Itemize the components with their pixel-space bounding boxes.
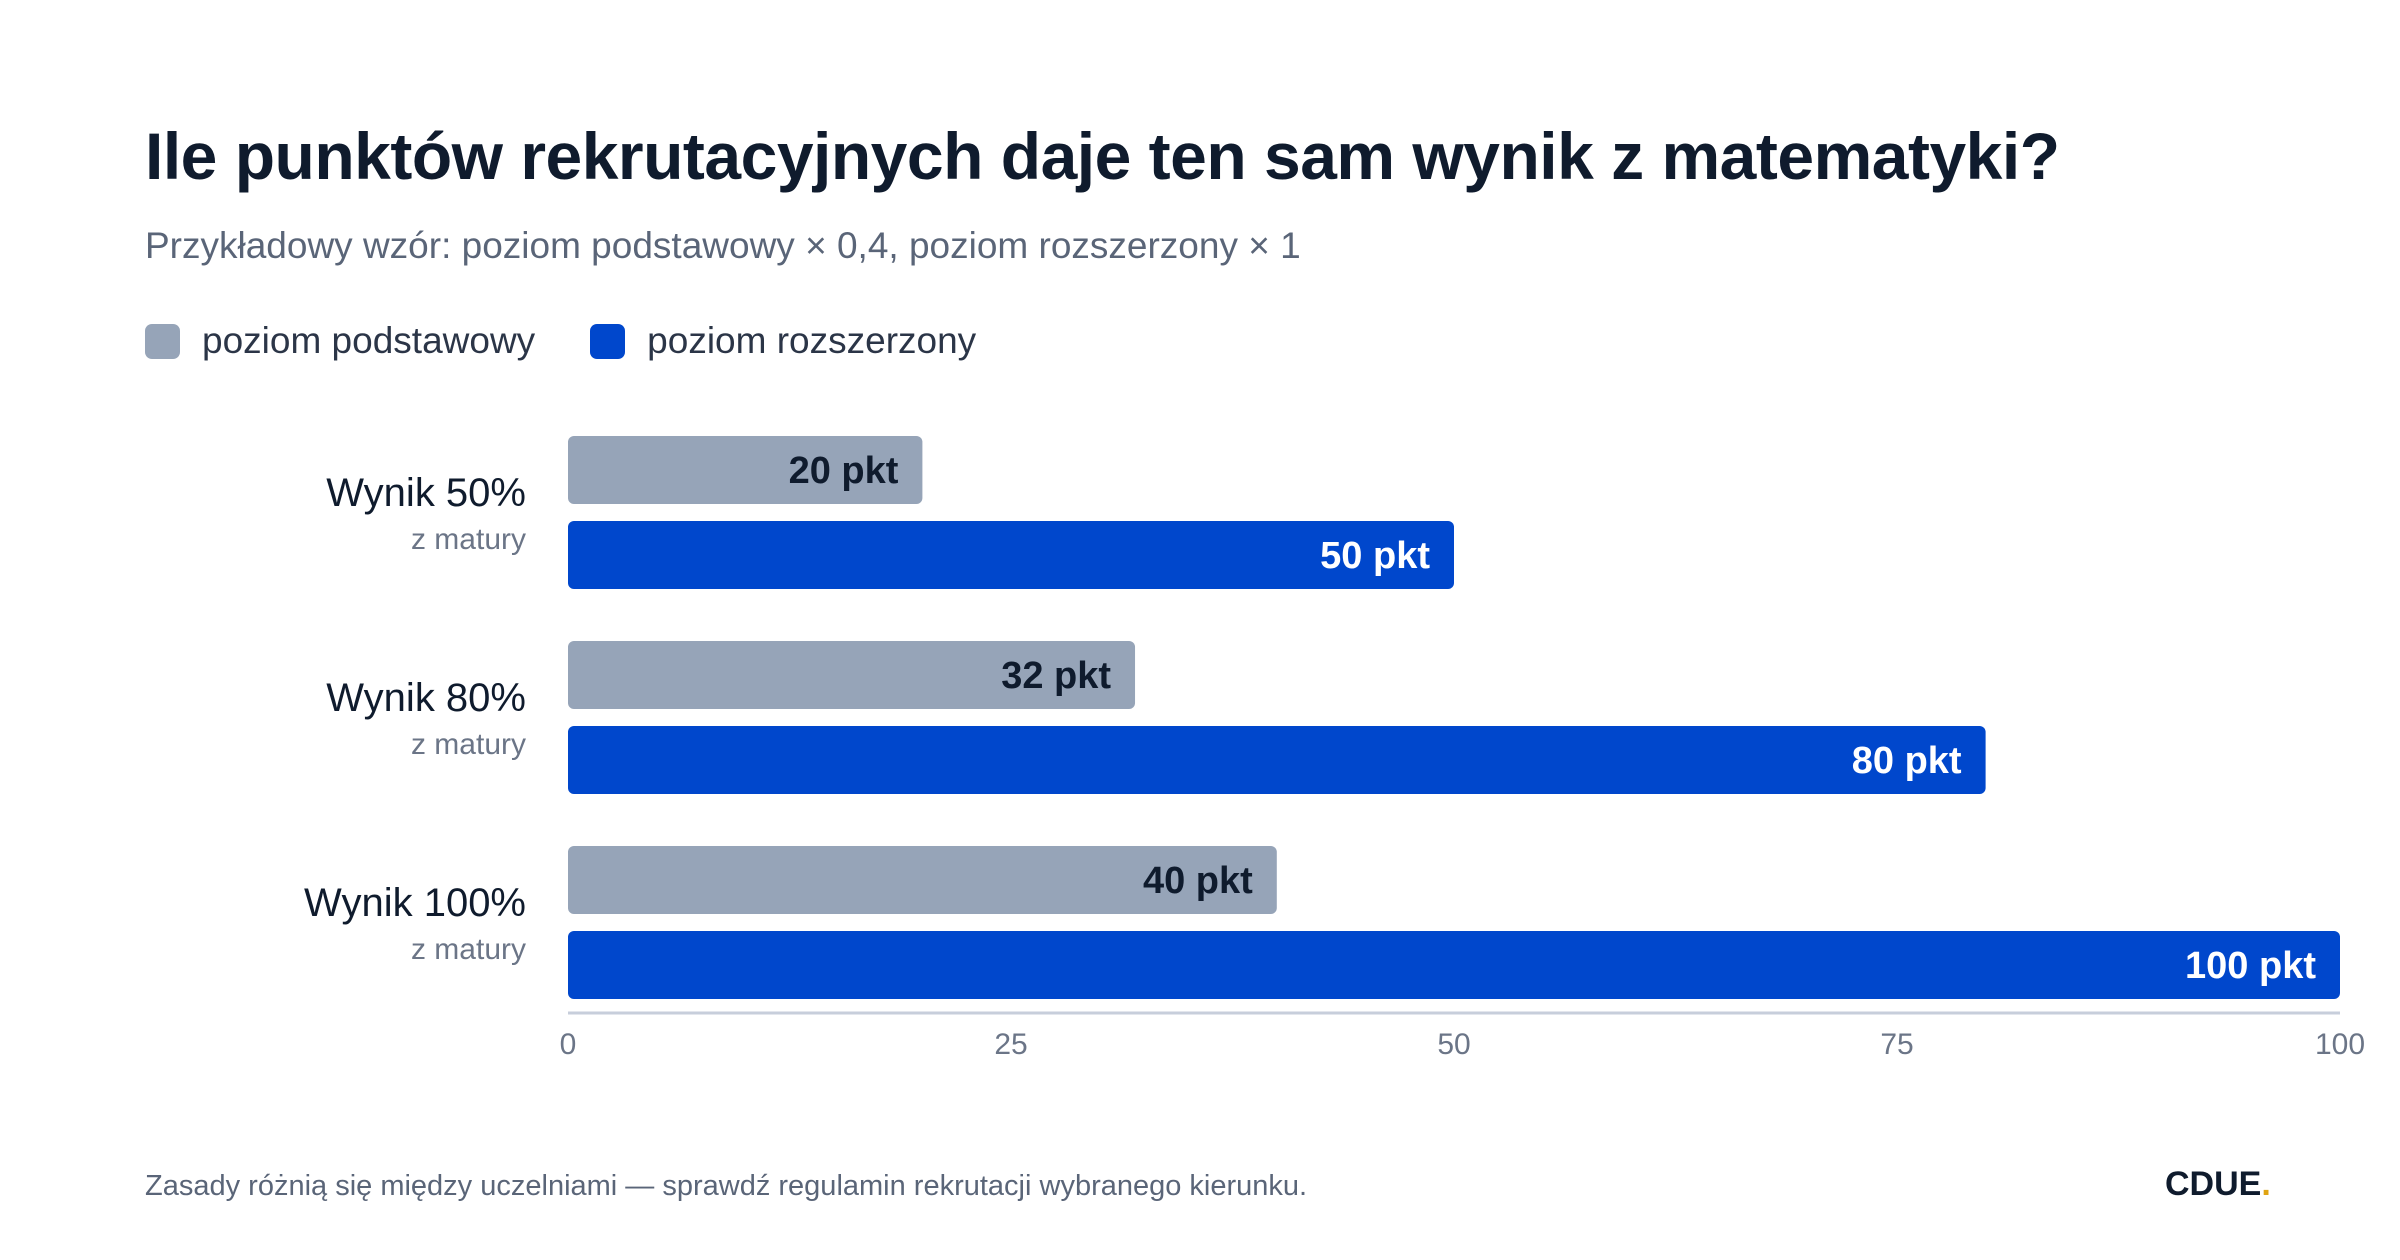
brand-dot: .	[2261, 1165, 2271, 1203]
bar-value-label: 20 pkt	[789, 450, 899, 492]
bar-value-label: 80 pkt	[1852, 740, 1962, 782]
x-tick-label: 75	[1880, 1028, 1913, 1061]
category-label: Wynik 100%	[304, 881, 526, 925]
category-label: Wynik 80%	[326, 676, 526, 720]
category-sublabel: z matury	[411, 523, 526, 556]
bar	[568, 641, 1136, 709]
legend-item-basic: poziom podstawowy	[145, 320, 535, 362]
bar	[568, 931, 2340, 999]
category-sublabel: z matury	[411, 728, 526, 761]
legend-label-basic: poziom podstawowy	[202, 320, 536, 361]
bar-value-label: 50 pkt	[1320, 535, 1430, 577]
category-sublabel: z matury	[411, 933, 526, 966]
chart-subtitle: Przykładowy wzór: poziom podstawowy × 0,…	[145, 225, 1301, 266]
bar-value-label: 40 pkt	[1143, 860, 1253, 902]
bar-value-label: 32 pkt	[1001, 655, 1111, 697]
x-tick-label: 50	[1437, 1028, 1470, 1061]
bar	[568, 726, 1986, 794]
bar	[568, 521, 1454, 589]
chart-title: Ile punktów rekrutacyjnych daje ten sam …	[145, 119, 2060, 193]
legend: poziom podstawowy poziom rozszerzony	[145, 320, 1031, 362]
x-tick-label: 100	[2315, 1028, 2365, 1061]
bar	[568, 846, 1277, 914]
legend-label-extended: poziom rozszerzony	[647, 320, 977, 361]
x-tick-label: 25	[994, 1028, 1027, 1061]
x-tick-label: 0	[560, 1028, 577, 1061]
bar-value-label: 100 pkt	[2185, 945, 2316, 987]
category-label: Wynik 50%	[326, 471, 526, 515]
footnote: Zasady różnią się między uczelniami — sp…	[145, 1170, 1308, 1202]
legend-item-extended: poziom rozszerzony	[590, 320, 976, 362]
bar	[568, 436, 923, 504]
legend-swatch-basic	[145, 323, 180, 359]
brand-name: CDUE	[2165, 1165, 2262, 1203]
legend-swatch-extended	[590, 323, 626, 359]
brand-logo: CDUE.	[2165, 1165, 2271, 1204]
